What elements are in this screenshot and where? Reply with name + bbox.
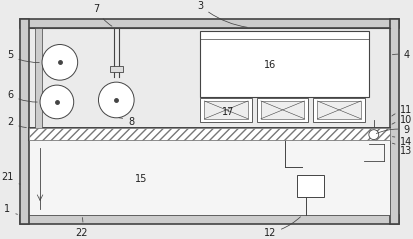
- Circle shape: [98, 82, 134, 118]
- Bar: [20, 19, 29, 224]
- Bar: [110, 66, 123, 72]
- Text: 15: 15: [135, 174, 147, 184]
- Circle shape: [42, 44, 78, 80]
- Text: 4: 4: [392, 50, 408, 60]
- Bar: [256, 98, 308, 122]
- Text: 7: 7: [93, 4, 112, 26]
- Bar: [20, 215, 398, 224]
- Text: 13: 13: [392, 143, 412, 157]
- Bar: [200, 31, 368, 97]
- Bar: [260, 101, 304, 119]
- Bar: [29, 128, 389, 140]
- Text: 11: 11: [391, 105, 412, 116]
- Text: 5: 5: [7, 50, 39, 63]
- Bar: [200, 98, 252, 122]
- Text: 1: 1: [4, 204, 17, 214]
- Bar: [296, 175, 323, 197]
- Text: 2: 2: [7, 117, 26, 128]
- Text: 21: 21: [1, 172, 20, 184]
- Text: 12: 12: [263, 217, 300, 238]
- Bar: [35, 28, 42, 128]
- Circle shape: [40, 85, 74, 119]
- Bar: [29, 128, 389, 140]
- Text: 10: 10: [391, 115, 412, 125]
- Text: 22: 22: [75, 217, 88, 238]
- Bar: [389, 19, 398, 224]
- Text: 17: 17: [221, 107, 234, 117]
- Text: 3: 3: [197, 1, 247, 27]
- Bar: [204, 101, 247, 119]
- Text: 8: 8: [119, 117, 134, 127]
- Text: 16: 16: [263, 60, 275, 70]
- Text: 9: 9: [375, 125, 408, 135]
- Bar: [20, 19, 398, 28]
- Text: 6: 6: [7, 90, 37, 102]
- Bar: [317, 101, 360, 119]
- Text: 14: 14: [392, 136, 412, 147]
- Bar: [313, 98, 364, 122]
- Bar: [29, 140, 389, 215]
- Circle shape: [368, 130, 378, 140]
